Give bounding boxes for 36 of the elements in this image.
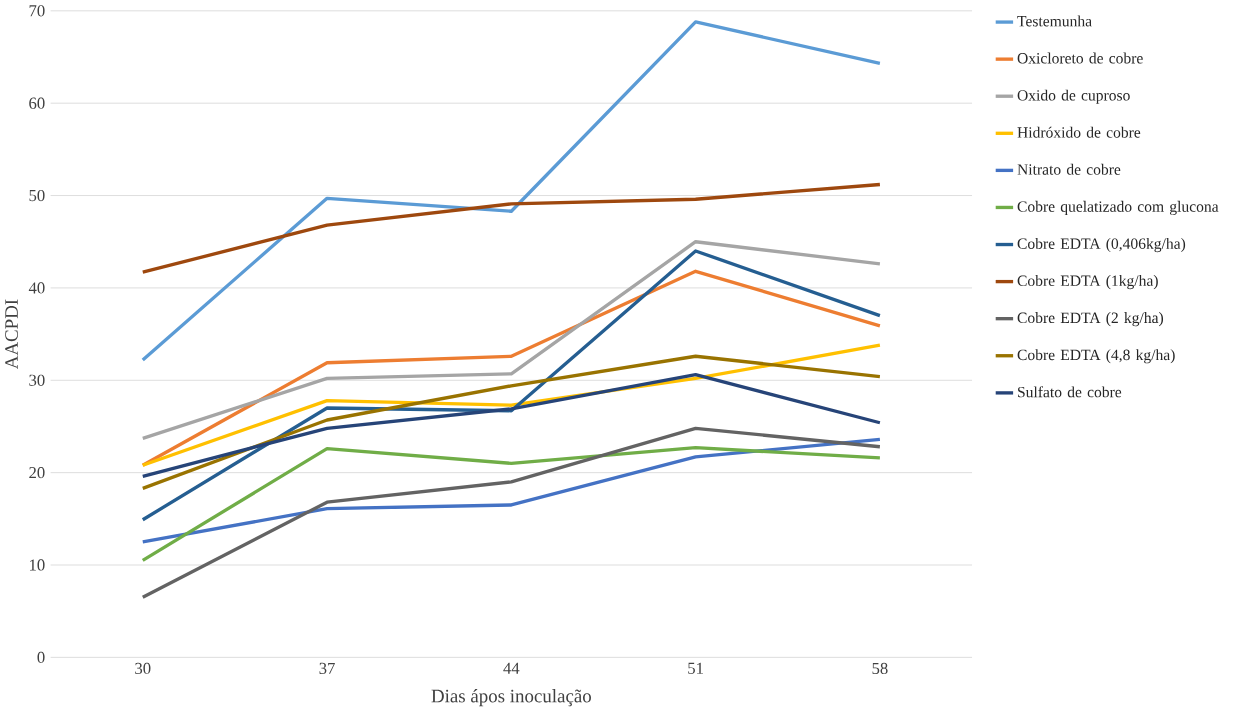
line-series [141, 269, 882, 467]
line-series [141, 239, 882, 440]
y-axis-title: AACPDI [5, 299, 18, 369]
y-tick-label: 20 [29, 466, 45, 479]
x-tick-label: 30 [135, 662, 151, 674]
legend-label: Cobre EDTA (0,406kg/ha) [1017, 237, 1186, 252]
line-series [141, 20, 882, 362]
line-series [141, 182, 882, 274]
legend-label: Cobre quelatizado com glucona [1017, 200, 1219, 215]
line-series [141, 249, 882, 522]
y-tick-label: 30 [29, 374, 45, 386]
legend-label: Cobre EDTA (1kg/ha) [1017, 274, 1158, 289]
x-tick-label: 58 [872, 662, 888, 674]
y-tick-label: 0 [37, 651, 45, 663]
x-tick-label: 51 [688, 662, 703, 674]
y-tick-label: 10 [29, 559, 45, 571]
legend-label: Hidróxido de cobre [1017, 126, 1141, 138]
y-tick-label: 60 [29, 97, 45, 109]
y-tick-label: 70 [29, 4, 45, 17]
x-tick-label: 44 [503, 662, 520, 674]
legend-label: Nitrato de cobre [1017, 163, 1121, 175]
legend-label: Oxicloreto de cobre [1017, 52, 1143, 64]
line-series [141, 445, 882, 562]
x-axis-title: Dias ápos inoculação [431, 688, 592, 707]
line-series [141, 372, 882, 478]
legend-label: Testemunha [1017, 15, 1092, 27]
line-series [141, 426, 882, 599]
line-series [141, 437, 882, 544]
y-tick-label: 50 [29, 189, 45, 201]
line-series [141, 354, 882, 490]
x-tick-label: 37 [319, 662, 335, 674]
legend-label: Oxido de cuproso [1017, 89, 1130, 104]
y-tick-label: 40 [28, 282, 45, 294]
legend-label: Sulfato de cobre [1018, 386, 1122, 398]
legend-label: Cobre EDTA (4,8 kg/ha) [1017, 348, 1175, 364]
legend-label: Cobre EDTA (2 kg/ha) [1017, 311, 1164, 327]
